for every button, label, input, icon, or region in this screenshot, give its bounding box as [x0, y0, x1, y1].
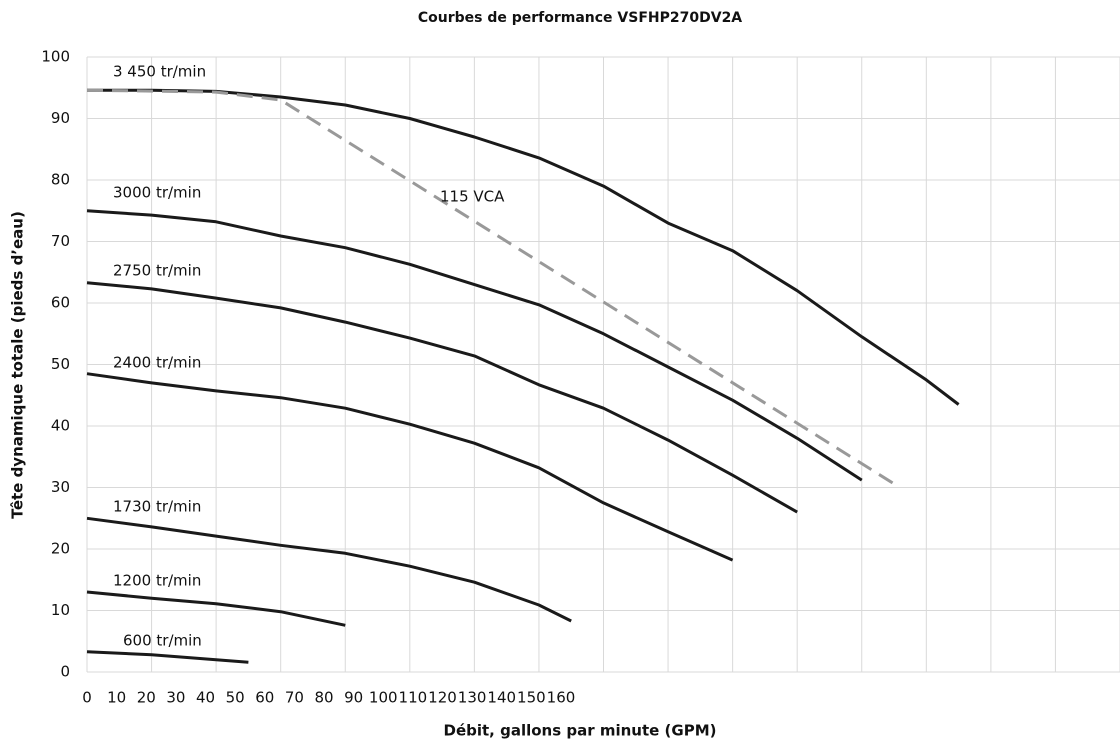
y-tick-label: 60	[51, 294, 70, 312]
x-tick-label: 160	[547, 689, 576, 707]
x-tick-label: 90	[344, 689, 363, 707]
y-tick-label: 100	[41, 48, 70, 66]
y-tick-label: 30	[51, 478, 70, 496]
series-label: 1200 tr/min	[113, 572, 201, 590]
x-tick-label: 100	[369, 689, 398, 707]
series-label: 3000 tr/min	[113, 184, 201, 202]
series-line	[86, 281, 798, 514]
x-tick-label: 50	[226, 689, 245, 707]
x-tick-label: 20	[137, 689, 156, 707]
series-line	[87, 88, 960, 406]
series-label: 3 450 tr/min	[113, 63, 206, 81]
series-line	[86, 88, 895, 486]
y-tick-label: 70	[51, 232, 70, 250]
series-label: 2400 tr/min	[113, 354, 201, 372]
series-line	[86, 209, 863, 482]
series-line	[86, 590, 346, 627]
y-tick-label: 90	[51, 109, 70, 127]
x-tick-label: 110	[399, 689, 428, 707]
x-tick-label: 0	[82, 689, 92, 707]
x-tick-label: 150	[517, 689, 546, 707]
x-tick-label: 120	[428, 689, 457, 707]
y-tick-label: 20	[51, 540, 70, 558]
x-tick-label: 130	[458, 689, 487, 707]
x-tick-label: 140	[487, 689, 516, 707]
y-tick-label: 40	[51, 417, 70, 435]
x-tick-label: 10	[107, 689, 126, 707]
x-tick-label: 60	[255, 689, 274, 707]
series-line	[86, 516, 572, 623]
y-axis-title: Tête dynamique totale (pieds d’eau)	[9, 211, 27, 519]
series-label: 2750 tr/min	[113, 262, 201, 280]
x-axis-title: Débit, gallons par minute (GPM)	[444, 722, 717, 740]
x-tick-label: 30	[166, 689, 185, 707]
y-tick-label: 0	[60, 663, 70, 681]
x-tick-label: 70	[285, 689, 304, 707]
series-label: 115 VCA	[440, 188, 505, 206]
series-label: 600 tr/min	[123, 632, 202, 650]
x-tick-label: 80	[314, 689, 333, 707]
series-line	[86, 650, 249, 664]
series-label: 1730 tr/min	[113, 498, 201, 516]
y-tick-label: 50	[51, 355, 70, 373]
y-tick-label: 80	[51, 171, 70, 189]
chart-title: Courbes de performance VSFHP270DV2A	[418, 10, 742, 26]
x-tick-label: 40	[196, 689, 215, 707]
y-tick-label: 10	[51, 601, 70, 619]
series-line	[86, 372, 734, 562]
